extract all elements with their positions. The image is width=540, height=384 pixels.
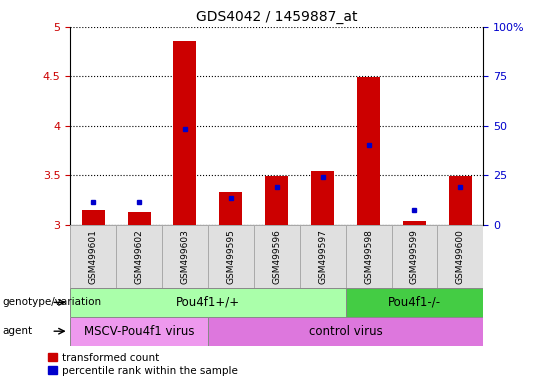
Text: GSM499600: GSM499600 bbox=[456, 229, 465, 284]
Legend: transformed count, percentile rank within the sample: transformed count, percentile rank withi… bbox=[49, 353, 238, 376]
Bar bbox=[311, 171, 334, 225]
Bar bbox=[70, 225, 116, 288]
Text: GSM499596: GSM499596 bbox=[272, 229, 281, 284]
Text: GSM499598: GSM499598 bbox=[364, 229, 373, 284]
Bar bbox=[357, 77, 380, 225]
Bar bbox=[173, 41, 197, 225]
Text: GSM499595: GSM499595 bbox=[226, 229, 235, 284]
Bar bbox=[70, 317, 208, 346]
Text: GSM499603: GSM499603 bbox=[180, 229, 190, 284]
Bar bbox=[208, 317, 483, 346]
Bar bbox=[346, 225, 392, 288]
Text: genotype/variation: genotype/variation bbox=[3, 297, 102, 308]
Text: GSM499597: GSM499597 bbox=[318, 229, 327, 284]
Text: agent: agent bbox=[3, 326, 33, 336]
Text: GSM499599: GSM499599 bbox=[410, 229, 419, 284]
Bar bbox=[208, 225, 254, 288]
Text: MSCV-Pou4f1 virus: MSCV-Pou4f1 virus bbox=[84, 325, 194, 338]
Bar bbox=[219, 192, 242, 225]
Bar bbox=[116, 225, 162, 288]
Bar bbox=[70, 288, 346, 317]
Bar bbox=[162, 225, 208, 288]
Text: GSM499601: GSM499601 bbox=[89, 229, 98, 284]
Title: GDS4042 / 1459887_at: GDS4042 / 1459887_at bbox=[196, 10, 357, 25]
Text: control virus: control virus bbox=[309, 325, 382, 338]
Bar bbox=[449, 176, 472, 225]
Bar bbox=[392, 225, 437, 288]
Text: Pou4f1+/+: Pou4f1+/+ bbox=[176, 296, 240, 309]
Bar bbox=[403, 221, 426, 225]
Bar bbox=[437, 225, 483, 288]
Bar bbox=[300, 225, 346, 288]
Bar bbox=[346, 288, 483, 317]
Bar bbox=[265, 176, 288, 225]
Text: GSM499602: GSM499602 bbox=[134, 229, 144, 284]
Bar bbox=[254, 225, 300, 288]
Text: Pou4f1-/-: Pou4f1-/- bbox=[388, 296, 441, 309]
Bar bbox=[127, 212, 151, 225]
Bar bbox=[82, 210, 105, 225]
